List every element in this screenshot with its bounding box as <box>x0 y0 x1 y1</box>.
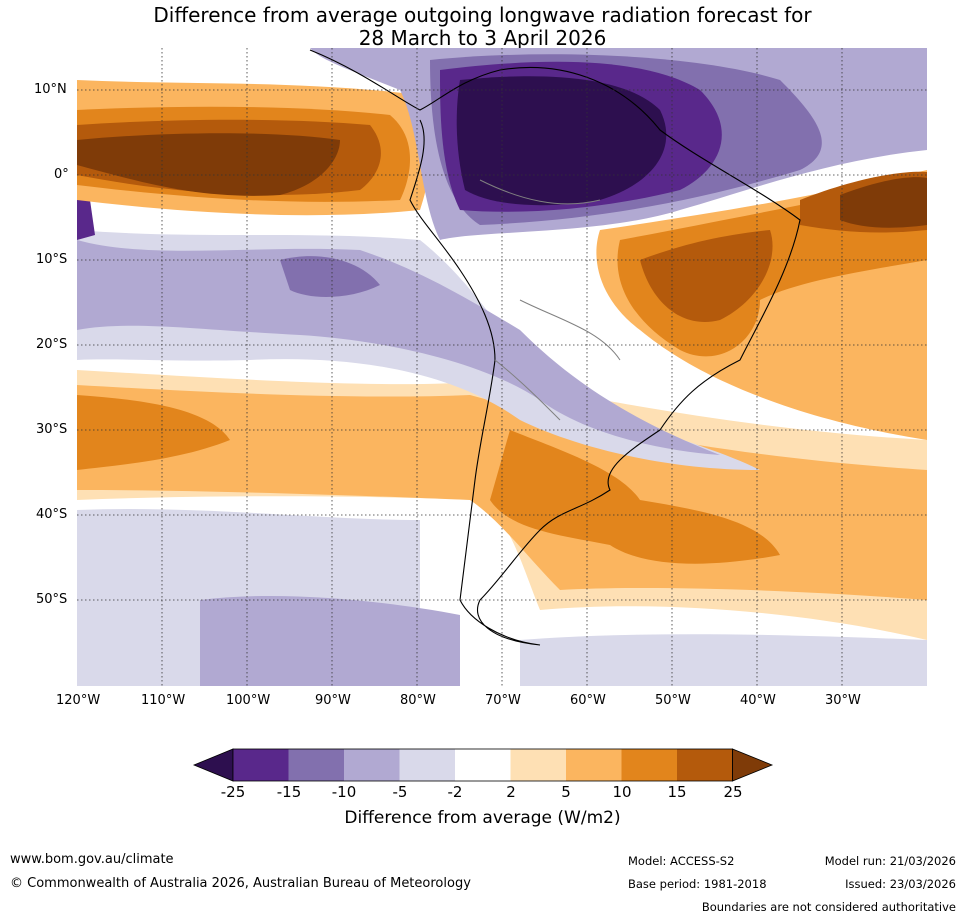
chart-title: Difference from average outgoing longwav… <box>0 4 965 50</box>
footer-model: Model: ACCESS-S2 <box>628 854 735 868</box>
footer-issued: Issued: 23/03/2026 <box>845 877 956 891</box>
colorbar-tick: -10 <box>331 783 357 801</box>
colorbar-tick: 5 <box>561 783 571 801</box>
lat-label: 20°S <box>36 337 68 352</box>
colorbar-ticks: -25 -15 -10 -5 -2 2 5 10 15 25 <box>0 783 965 803</box>
colorbar <box>192 748 774 782</box>
footer-base-period: Base period: 1981-2018 <box>628 877 767 891</box>
footer-website: www.bom.gov.au/climate <box>10 852 174 867</box>
colorbar-outline <box>232 748 733 782</box>
lon-label: 120°W <box>56 693 101 708</box>
colorbar-tick: -2 <box>447 783 463 801</box>
colorbar-tick: 15 <box>667 783 687 801</box>
colorbar-label: Difference from average (W/m2) <box>344 808 621 828</box>
lon-label: 100°W <box>226 693 271 708</box>
field-neg10-south <box>200 595 460 686</box>
lat-label: 0° <box>54 167 69 182</box>
field-neg10-mid <box>77 240 720 455</box>
anomaly-fields <box>77 48 927 686</box>
title-line-1: Difference from average outgoing longwav… <box>153 3 812 27</box>
colorbar-swatch <box>621 749 678 781</box>
field-neg15-patch <box>280 256 380 297</box>
colorbar-extend-low <box>192 748 234 782</box>
field-pos25-pacific <box>77 133 340 196</box>
lon-label: 90°W <box>315 693 351 708</box>
lat-label: 10°N <box>34 82 67 97</box>
field-neg25-patch <box>77 200 95 240</box>
colorbar-tick: -25 <box>220 783 246 801</box>
field-pos10-argentina <box>490 430 780 564</box>
footer-model-run: Model run: 21/03/2026 <box>824 854 956 868</box>
colorbar-swatch <box>288 749 345 781</box>
field-pos15-brazil <box>640 230 773 322</box>
country-boundaries <box>479 179 621 421</box>
colorbar-tick: 25 <box>723 783 743 801</box>
graticule <box>77 48 927 686</box>
lat-label: 10°S <box>36 252 68 267</box>
colorbar-swatch <box>566 749 622 781</box>
field-pos10-pacific <box>77 395 230 470</box>
lon-label: 70°W <box>485 693 521 708</box>
colorbar-extend-high <box>732 748 774 782</box>
colorbar-tick: 2 <box>506 783 516 801</box>
footer-disclaimer: Boundaries are not considered authoritat… <box>701 900 956 914</box>
colorbar-swatch <box>233 749 289 781</box>
colorbar-swatch <box>399 749 456 781</box>
lon-label: 30°W <box>825 693 861 708</box>
colorbar-swatch <box>344 749 400 781</box>
field-pos25-atlantic <box>840 177 927 228</box>
field-below-neg25-amazon <box>456 76 667 206</box>
colorbar-swatch <box>455 749 511 781</box>
lat-label: 50°S <box>36 592 68 607</box>
lon-label: 40°W <box>740 693 776 708</box>
colorbar-tick: -5 <box>392 783 408 801</box>
colorbar-swatch <box>677 749 733 781</box>
colorbar-swatch <box>510 749 567 781</box>
colorbar-tick: 10 <box>612 783 632 801</box>
lon-label: 60°W <box>570 693 606 708</box>
lon-label: 110°W <box>141 693 186 708</box>
field-neg5-southeast <box>520 634 927 686</box>
title-line-2: 28 March to 3 April 2026 <box>358 26 607 50</box>
lon-label: 50°W <box>655 693 691 708</box>
lat-label: 30°S <box>36 422 68 437</box>
colorbar-tick: -15 <box>276 783 302 801</box>
lat-label: 40°S <box>36 507 68 522</box>
footer-copyright: © Commonwealth of Australia 2026, Austra… <box>10 876 471 891</box>
lon-label: 80°W <box>400 693 436 708</box>
